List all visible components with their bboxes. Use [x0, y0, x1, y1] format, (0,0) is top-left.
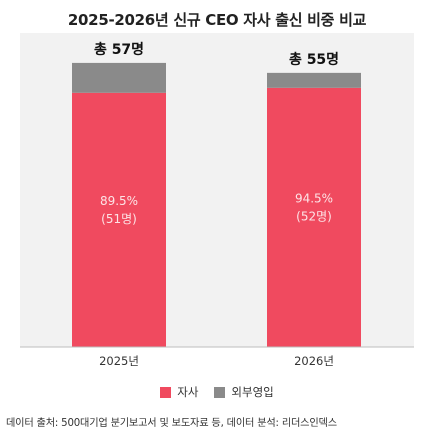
bar-own-2: [267, 87, 361, 348]
chart-legend: 자사 외부영입: [0, 384, 434, 400]
legend-label-external: 외부영입: [231, 385, 274, 399]
bar-external-1: [72, 62, 166, 93]
chart-title: 2025-2026년 신규 CEO 자사 출신 비중 비교: [67, 11, 367, 29]
legend-swatch-external: [214, 386, 226, 398]
count-label-1: (51명): [101, 212, 137, 226]
total-label-1: 총 57명: [94, 41, 144, 58]
legend-item-external: 외부영입: [214, 384, 274, 400]
legend-swatch-own: [160, 386, 172, 398]
percent-label-2: 94.5%: [295, 191, 333, 205]
data-source-note: 데이터 출처: 500대기업 분기보고서 및 보도자료 등, 데이터 분석: 리…: [6, 418, 337, 429]
x-tick-label-1: 2025년: [99, 354, 139, 368]
x-tick-label-2: 2026년: [294, 354, 334, 368]
count-label-2: (52명): [296, 209, 332, 223]
total-label-2: 총 55명: [289, 51, 339, 68]
legend-label-own: 자사: [177, 385, 199, 399]
legend-item-own: 자사: [160, 384, 198, 400]
percent-label-1: 89.5%: [100, 194, 138, 208]
bar-external-2: [267, 72, 361, 88]
bar-own-1: [72, 92, 166, 347]
